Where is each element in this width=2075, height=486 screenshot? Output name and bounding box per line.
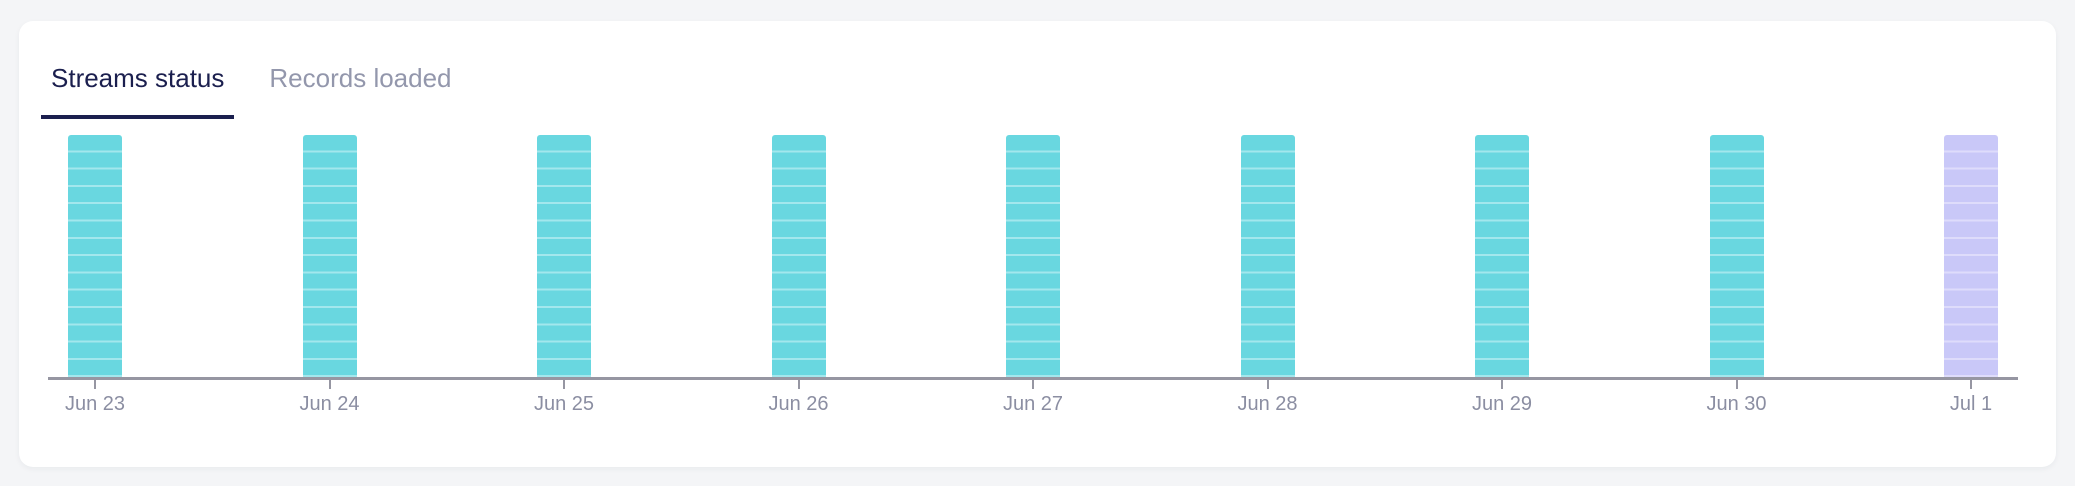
chart-card: Streams status Records loaded Jun 23 Jun … <box>19 21 2056 467</box>
streams-status-chart: Jun 23 Jun 24 Jun 25 Jun 26 Jun 27 Jun 28 Jun … <box>48 135 2018 416</box>
axis-label-jun-23: Jun 23 <box>64 393 126 415</box>
x-axis-line <box>48 377 2018 380</box>
bar-jun-30[interactable] <box>1709 135 1764 377</box>
bar-jun-25[interactable] <box>537 135 591 377</box>
axis-label-jun-30: Jun 30 <box>1706 393 1767 415</box>
axis-label-jun-28: Jun 28 <box>1237 393 1298 415</box>
bars-row <box>48 135 2018 377</box>
axis-tick <box>1501 380 1503 389</box>
bar-jul-1[interactable] <box>1944 135 1998 377</box>
axis-tick <box>563 380 565 389</box>
axis-tick <box>1032 380 1034 389</box>
axis-label-slot: Jun 23 <box>48 380 142 416</box>
axis-tick <box>797 380 800 389</box>
axis-tick <box>1735 380 1738 389</box>
axis-labels-row: Jun 23 Jun 24 Jun 25 Jun 26 Jun 27 Jun 28 Jun … <box>48 380 2018 416</box>
axis-label-slot: Jun 29 <box>1455 380 1549 416</box>
axis-tick <box>328 380 331 389</box>
axis-label-slot: Jun 26 <box>752 380 846 416</box>
bar-jun-23[interactable] <box>68 135 122 377</box>
axis-label-slot: Jun 27 <box>986 380 1080 416</box>
bar-slot <box>1455 135 1549 377</box>
bar-slot <box>283 135 377 377</box>
bar-jun-29[interactable] <box>1475 135 1529 377</box>
axis-tick <box>1266 380 1269 389</box>
tabs: Streams status Records loaded <box>41 63 462 119</box>
axis-label-slot: Jun 30 <box>1690 380 1784 416</box>
axis-label-jun-27: Jun 27 <box>1002 393 1064 415</box>
axis-label-jun-25: Jun 25 <box>533 393 595 415</box>
bar-jun-27[interactable] <box>1006 135 1060 377</box>
bar-slot <box>986 135 1080 377</box>
bar-slot <box>517 135 611 377</box>
axis-label-slot: Jun 28 <box>1221 380 1315 416</box>
axis-label-slot: Jul 1 <box>1924 380 2018 416</box>
bar-jun-28[interactable] <box>1240 135 1295 377</box>
axis-label-jun-29: Jun 29 <box>1471 393 1533 415</box>
bar-slot <box>1221 135 1315 377</box>
bar-slot <box>1690 135 1784 377</box>
axis-label-slot: Jun 25 <box>517 380 611 416</box>
axis-label-jun-24: Jun 24 <box>299 393 360 415</box>
bar-slot <box>48 135 142 377</box>
axis-label-slot: Jun 24 <box>283 380 377 416</box>
bar-slot <box>752 135 846 377</box>
tab-streams-status[interactable]: Streams status <box>41 63 235 119</box>
bar-jun-24[interactable] <box>302 135 357 377</box>
axis-tick <box>94 380 96 389</box>
tab-records-loaded[interactable]: Records loaded <box>269 63 452 93</box>
bar-slot <box>1924 135 2018 377</box>
axis-tick <box>1970 380 1972 389</box>
bar-jun-26[interactable] <box>771 135 826 377</box>
axis-label-jul-1: Jul 1 <box>1949 393 1993 415</box>
axis-label-jun-26: Jun 26 <box>768 393 829 415</box>
